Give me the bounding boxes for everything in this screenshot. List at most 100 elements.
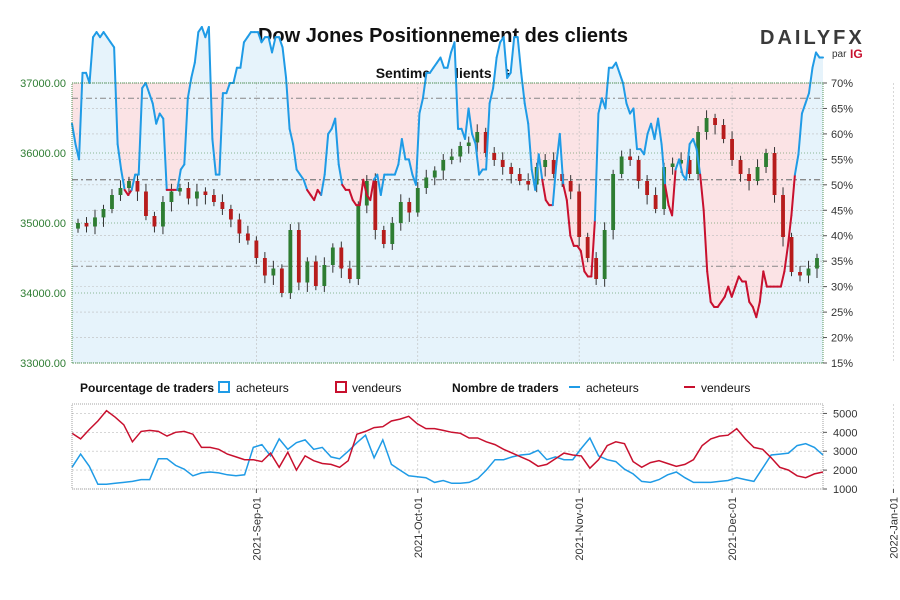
candle-body <box>475 132 480 143</box>
bottom-grid <box>72 404 894 490</box>
sentiment-line-segment <box>485 102 491 171</box>
candle-body <box>653 195 658 209</box>
sentiment-line-segment <box>320 173 326 196</box>
sentiment-line-segment <box>551 163 558 207</box>
sentiment-line-segment <box>109 41 116 49</box>
candle-body <box>262 258 267 276</box>
sentiment-line-segment <box>562 183 568 202</box>
candle-body <box>466 142 471 146</box>
candle-body <box>203 191 208 195</box>
sentiment-line-segment <box>790 173 796 217</box>
sentiment-line-segment <box>323 132 330 176</box>
sentiment-line-segment <box>621 82 628 105</box>
sentiment-line-segment <box>292 143 298 171</box>
sentiment-line-segment <box>158 112 165 120</box>
legend-count-sellers: vendeurs <box>701 381 750 395</box>
sentiment-line-segment <box>400 138 407 161</box>
sentiment-line-segment <box>804 92 810 105</box>
sentiment-line-segment <box>650 122 656 140</box>
candle-body <box>330 247 335 265</box>
candle-body <box>186 188 191 199</box>
sentiment-line-segment <box>200 26 207 39</box>
candle-body <box>441 160 446 171</box>
sentiment-line-segment <box>523 102 530 125</box>
candle-body <box>781 195 785 237</box>
sentiment-line-segment <box>793 153 800 176</box>
price-tick-label: 35000.00 <box>20 218 66 230</box>
candle-body <box>211 195 216 202</box>
price-tick-label: 33000.00 <box>20 358 66 370</box>
candle-body <box>517 174 522 181</box>
sentiment-line-segment <box>695 148 702 176</box>
sentiment-line-segment <box>632 107 639 151</box>
candle-body <box>178 188 182 192</box>
pct-tick-label: 20% <box>831 333 853 345</box>
pct-tick-label: 60% <box>831 129 853 141</box>
sentiment-line-segment <box>506 71 512 79</box>
candle-body <box>611 174 616 230</box>
sentiment-line-segment <box>590 219 596 278</box>
sentiment-line-segment <box>130 173 137 191</box>
count-lines-layer <box>71 409 824 486</box>
sentiment-line-segment <box>699 173 705 212</box>
sentiment-line-segment <box>492 56 498 90</box>
sentiment-line-segment <box>218 92 224 176</box>
sentiment-line-segment <box>657 117 663 146</box>
count-tick-label: 4000 <box>833 427 857 439</box>
sentiment-line-segment <box>211 138 217 176</box>
sentiment-line-segment <box>660 143 667 186</box>
buyers-pct-area <box>72 27 823 363</box>
sentiment-line-segment <box>653 117 660 140</box>
count-series-vendeurs <box>71 409 824 479</box>
sentiment-line-segment <box>151 102 158 125</box>
sentiment-line-segment <box>78 71 84 161</box>
price-tick-label: 37000.00 <box>20 78 66 90</box>
candle-body <box>704 118 709 132</box>
candle-body <box>568 181 573 192</box>
sentiment-line-segment <box>565 199 572 237</box>
brand-sub-ig: IG <box>850 47 863 61</box>
price-tick-label: 34000.00 <box>20 288 66 300</box>
candle-body <box>670 163 675 167</box>
sentiment-line-segment <box>797 112 803 156</box>
candle-body <box>381 230 386 244</box>
sentiment-line-segment <box>313 188 319 202</box>
candle-body <box>424 177 429 188</box>
sentiment-line-segment <box>734 275 740 288</box>
sentiment-line-segment <box>692 138 698 151</box>
sentiment-line-segment <box>583 270 589 278</box>
candle-body <box>764 153 768 167</box>
sentiment-line-segment <box>334 117 340 166</box>
sentiment-line-segment <box>597 97 603 115</box>
sentiment-line-segment <box>604 66 610 110</box>
candle-body <box>407 202 412 213</box>
sentiment-line-segment <box>488 87 495 105</box>
candle-body <box>279 268 284 293</box>
pct-tick-label: 25% <box>831 307 853 319</box>
sentiment-line-segment <box>341 183 347 191</box>
candle-body <box>220 202 225 209</box>
candle-body <box>772 153 777 195</box>
candle-body <box>577 191 582 237</box>
sentiment-line-segment <box>664 183 670 207</box>
candle-body <box>296 230 301 283</box>
sentiment-line-segment <box>520 71 526 105</box>
candle-body <box>118 188 123 195</box>
sentiment-line-segment <box>144 82 151 95</box>
sentiment-line-segment <box>800 102 807 115</box>
sentiment-line-segment <box>225 82 231 95</box>
candle-body <box>458 146 463 157</box>
sentiment-line-segment <box>246 31 252 39</box>
sentiment-line-segment <box>579 250 586 273</box>
x-tick-label: 2021-Nov-01 <box>574 497 586 561</box>
x-tick-label: 2021-Oct-01 <box>413 497 425 558</box>
candle-body <box>713 118 717 125</box>
sentiment-line-segment <box>362 178 368 196</box>
candle-body <box>169 191 174 202</box>
sentiment-line-segment <box>625 102 631 115</box>
candle-body <box>271 268 276 276</box>
candle-body <box>101 209 106 218</box>
legend-count-buyers: acheteurs <box>586 381 639 395</box>
candle-body <box>636 160 641 181</box>
pct-tick-label: 65% <box>831 103 853 115</box>
